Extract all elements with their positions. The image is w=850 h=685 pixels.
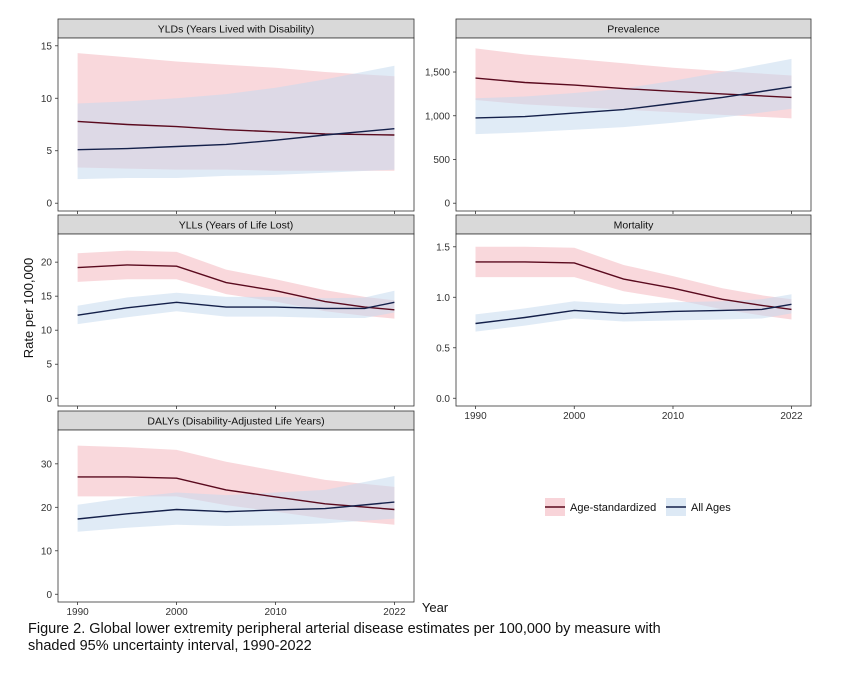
panel-1: YLDs (Years Lived with Disability) 0 5 10 15… (41, 18, 415, 227)
panel-4-ribbon-age-standardized (475, 246, 792, 320)
panel-5-x-tick-label: 2000 (165, 607, 188, 618)
panel-4-line-all-ages (475, 303, 792, 325)
panel-3-line-age-standardized (77, 264, 395, 311)
panel-5-x-tick-label: 2010 (264, 607, 287, 618)
panel-4-x-tick-label: 1990 (464, 411, 487, 422)
panel-5-x-tick-label: 1990 (66, 607, 89, 618)
panels-group: YLDs (Years Lived with Disability) 0 5 10 15… (41, 18, 812, 618)
panel-4-y-tick-label: 0.0 (436, 394, 450, 405)
panel-5-y-tick-label: 30 (41, 459, 53, 470)
panel-4-line-age-standardized (475, 261, 792, 311)
panel-1-line-age-standardized (77, 120, 395, 136)
panel-1-y-tick-label: 10 (41, 94, 53, 105)
panel-5-line-age-standardized (77, 476, 395, 511)
panel-4-title: Mortality (614, 220, 654, 232)
panel-5-y-tick-label: 20 (41, 503, 53, 514)
panel-4-x-tick-label: 2000 (563, 411, 586, 422)
panel-4-y-tick-label: 1.5 (436, 242, 450, 253)
panel-3-y-tick-label: 5 (46, 360, 52, 371)
panel-3-y-tick-label: 20 (41, 258, 53, 269)
panel-5-title: DALYs (Disability-Adjusted Life Years) (147, 416, 324, 428)
panel-4-y-tick-label: 1.0 (436, 293, 450, 304)
y-axis-title: Rate per 100,000 (21, 258, 36, 358)
panel-5: DALYs (Disability-Adjusted Life Years) 0 1… (41, 410, 415, 618)
panel-1-y-tick-label: 0 (46, 199, 52, 210)
panel-5-ribbon-all-ages (77, 476, 395, 532)
legend-label-age-standardized: Age-standardized (570, 502, 656, 514)
panel-3: YLLs (Years of Life Lost)051015201990200… (41, 214, 415, 422)
panel-1-title: YLDs (Years Lived with Disability) (158, 24, 315, 36)
panel-2-y-tick-label: 1,500 (425, 68, 450, 79)
panel-2-ribbon-all-ages (475, 58, 792, 135)
panel-3-line-all-ages (77, 301, 395, 316)
panel-4: Mortality 0.0 0.5 1.0 1.5 1990 2000 2010 2022 (436, 214, 812, 422)
panel-2-title: Prevalence (607, 24, 660, 36)
panel-2-line-age-standardized (475, 77, 792, 99)
panel-2-y-tick-label: 500 (433, 155, 450, 166)
panel-2-line-all-ages (475, 86, 792, 119)
panel-3-y-tick-label: 0 (46, 394, 52, 405)
panel-1-line-all-ages (77, 128, 395, 151)
panel-2-y-tick-label: 1,000 (425, 111, 450, 122)
panel-1-y-tick-label: 5 (46, 146, 52, 157)
panel-4-x-tick-label: 2010 (662, 411, 685, 422)
panel-4-x-tick-label: 2022 (780, 411, 803, 422)
panel-2-y-tick-label: 0 (444, 199, 450, 210)
panel-5-y-tick-label: 10 (41, 546, 53, 557)
panel-1-ribbon-all-ages (77, 65, 395, 180)
x-axis-title: Year (422, 600, 449, 615)
panel-5-line-all-ages (77, 501, 395, 520)
figure-caption: Figure 2. Global lower extremity periphe… (28, 621, 828, 655)
panel-5-y-tick-label: 0 (46, 590, 52, 601)
panel-4-y-tick-label: 0.5 (436, 343, 450, 354)
legend: Age-standardized All Ages (545, 498, 731, 516)
panel-3-title: YLLs (Years of Life Lost) (179, 220, 294, 232)
caption-line-1: Figure 2. Global lower extremity periphe… (28, 621, 661, 637)
panel-5-x-tick-label: 2022 (383, 607, 406, 618)
caption-line-2: shaded 95% uncertainty interval, 1990-20… (28, 638, 312, 654)
legend-label-all-ages: All Ages (691, 502, 731, 514)
panel-1-y-tick-label: 15 (41, 41, 53, 52)
panel-3-y-tick-label: 10 (41, 326, 53, 337)
panel-3-y-tick-label: 15 (41, 292, 53, 303)
